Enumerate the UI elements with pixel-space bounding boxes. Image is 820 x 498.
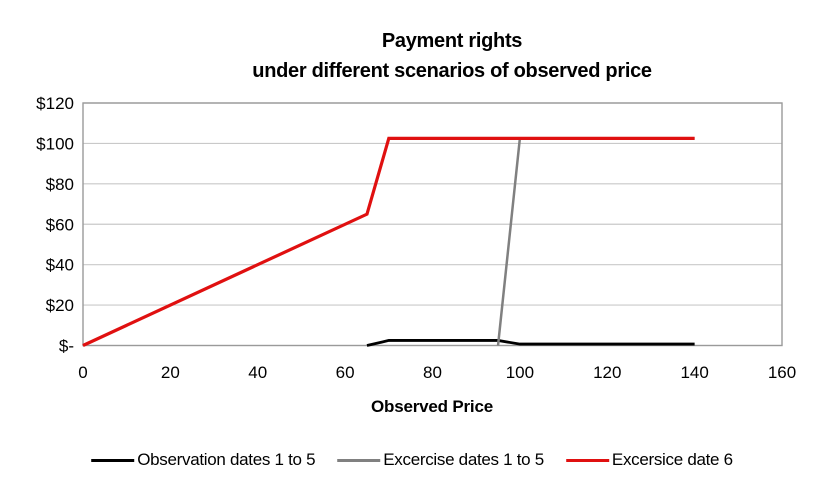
legend-label: Excercise dates 1 to 5: [383, 450, 544, 469]
chart-title-line1: Payment rights: [381, 30, 523, 52]
y-tick-label-120: $120: [36, 94, 74, 113]
y-tick-label-20: $20: [46, 296, 74, 315]
x-tick-label-60: 60: [336, 363, 355, 382]
y-tick-label-0: $-: [59, 337, 74, 356]
chart-title-line2: under different scenarios of observed pr…: [252, 60, 652, 82]
x-tick-label-120: 120: [593, 363, 621, 382]
x-tick-label-20: 20: [161, 363, 180, 382]
x-tick-label-80: 80: [423, 363, 442, 382]
series-line-0: [366, 339, 695, 347]
y-tick-label-100: $100: [36, 134, 74, 153]
x-tick-label-100: 100: [506, 363, 534, 382]
legend-swatch-icon: [337, 458, 381, 462]
series-line-1: [496, 137, 695, 346]
y-tick-label-40: $40: [46, 256, 74, 275]
plot-border: [82, 102, 783, 347]
x-tick-label-40: 40: [248, 363, 267, 382]
chart-title: Payment rights under different scenarios…: [252, 26, 652, 86]
legend-item-2: Excersice date 6: [565, 450, 733, 470]
series-line-2: [82, 136, 695, 347]
y-tick-label-80: $80: [46, 175, 74, 194]
legend-swatch-icon: [91, 458, 135, 462]
y-tick-label-60: $60: [46, 215, 74, 234]
x-tick-label-160: 160: [768, 363, 796, 382]
legend-item-1: Excercise dates 1 to 5: [337, 450, 544, 470]
legend-swatch-icon: [565, 458, 609, 462]
x-tick-label-140: 140: [680, 363, 708, 382]
legend: Observation dates 1 to 5 Excercise dates …: [91, 450, 733, 470]
legend-label: Observation dates 1 to 5: [137, 450, 316, 469]
legend-item-0: Observation dates 1 to 5: [91, 450, 316, 470]
legend-label: Excersice date 6: [611, 450, 733, 469]
x-tick-label-0: 0: [78, 363, 87, 382]
x-axis-title: Observed Price: [371, 397, 493, 416]
